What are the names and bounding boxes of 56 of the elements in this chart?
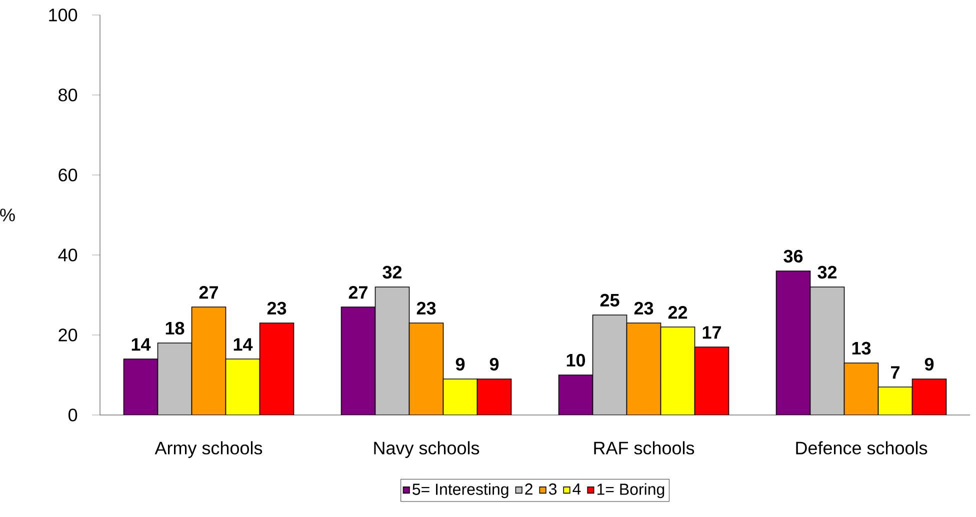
data-label: 23	[267, 302, 286, 315]
y-tick-label: 100	[49, 8, 78, 22]
legend-label: 1= Boring	[597, 483, 664, 498]
x-tick-label: Army schools	[154, 441, 262, 458]
data-label: 22	[668, 306, 688, 319]
y-tick-label: 60	[58, 168, 78, 182]
data-label: 9	[456, 358, 465, 371]
bar	[374, 286, 410, 415]
y-tick-label: 80	[58, 88, 78, 102]
y-tick-label: 0	[68, 408, 78, 422]
bar	[442, 378, 478, 415]
data-label: 18	[166, 322, 184, 335]
data-label: 9	[924, 358, 934, 371]
data-label: 10	[566, 354, 586, 367]
data-label: 27	[199, 286, 218, 299]
data-label: 14	[234, 338, 253, 351]
bar	[660, 326, 696, 415]
bar	[844, 362, 879, 415]
y-tick-label: 20	[58, 328, 78, 342]
y-axis-title: %	[0, 208, 15, 222]
data-label: 25	[600, 294, 620, 307]
bar	[558, 374, 594, 415]
bar	[157, 342, 192, 415]
data-label: 32	[818, 266, 837, 279]
x-tick-label: Defence schools	[796, 441, 928, 454]
data-label: 14	[132, 338, 151, 351]
bar	[810, 286, 845, 415]
legend-label: 5= Interesting	[412, 483, 508, 498]
bar	[626, 322, 662, 415]
data-label: 7	[891, 366, 900, 379]
data-label: 36	[784, 250, 803, 263]
bar	[225, 358, 260, 415]
bar	[912, 378, 947, 415]
x-tick-label: RAF schools	[594, 441, 694, 454]
legend-label: 2	[525, 483, 532, 495]
bar	[191, 306, 226, 415]
data-label: 13	[852, 342, 871, 355]
legend-label: 3	[548, 483, 556, 495]
data-label: 17	[702, 326, 721, 339]
data-label: 27	[348, 286, 368, 299]
legend-label: 4	[572, 483, 581, 495]
bar	[592, 314, 628, 415]
bar	[694, 346, 730, 415]
bar	[259, 322, 294, 415]
bar	[476, 378, 512, 415]
data-label: 32	[382, 266, 402, 279]
x-tick-label: Navy schools	[374, 441, 480, 458]
bar	[878, 386, 913, 415]
bar	[408, 322, 444, 415]
data-label: 23	[416, 302, 436, 315]
bar	[340, 306, 376, 415]
data-label: 23	[634, 302, 654, 315]
bar	[123, 358, 158, 415]
data-label: 9	[490, 358, 499, 371]
y-tick-label: 40	[58, 248, 78, 262]
bar	[776, 270, 811, 415]
